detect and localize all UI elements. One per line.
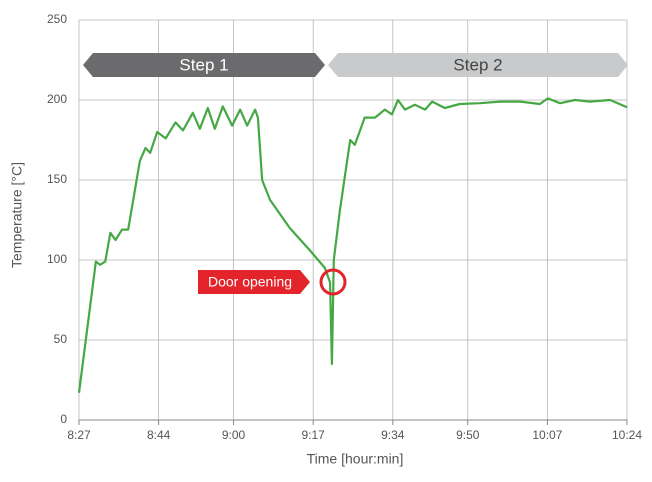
- x-tick-label: 9:00: [222, 428, 246, 442]
- annotation-label: Door opening: [208, 274, 292, 290]
- data-line: [77, 97, 628, 393]
- annotation-circle: [319, 268, 347, 296]
- step-banner: [328, 53, 628, 77]
- x-tick-label: 10:07: [532, 428, 562, 442]
- x-tick-label: 8:27: [67, 428, 91, 442]
- step-banner: [83, 53, 325, 77]
- y-tick-label: 150: [47, 172, 67, 186]
- y-tick-label: 100: [47, 252, 67, 266]
- x-tick-label: 9:34: [381, 428, 405, 442]
- annotation-box: [198, 270, 310, 294]
- step-label: Step 2: [453, 55, 502, 74]
- y-tick-label: 200: [47, 92, 67, 106]
- x-tick-label: 9:17: [302, 428, 326, 442]
- y-axis-label: Temperature [°C]: [9, 162, 25, 268]
- step-label: Step 1: [179, 55, 228, 74]
- y-tick-label: 250: [47, 12, 67, 26]
- y-tick-label: 50: [54, 332, 68, 346]
- x-axis-label: Time [hour:min]: [307, 451, 404, 467]
- x-tick-label: 9:50: [456, 428, 480, 442]
- x-tick-label: 8:44: [147, 428, 171, 442]
- x-tick-label: 10:24: [612, 428, 642, 442]
- y-tick-label: 0: [60, 412, 67, 426]
